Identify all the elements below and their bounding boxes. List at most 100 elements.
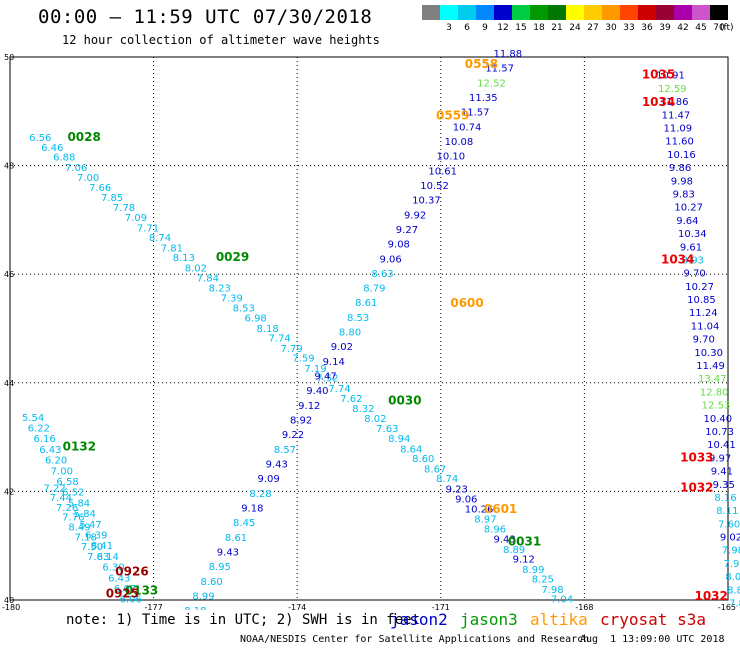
legend-swatch [530, 5, 548, 20]
data-point: 8.23 [209, 284, 231, 295]
data-point: 8.89 [503, 545, 525, 556]
data-point: 6.14 [97, 552, 119, 563]
data-point: 7.74 [328, 384, 350, 395]
data-point: 7.59 [292, 354, 314, 365]
data-point: 7.66 [89, 183, 111, 194]
data-point: 10.73 [705, 427, 734, 438]
data-point: 7.76 [62, 513, 84, 524]
data-point: 7.04 [551, 595, 573, 606]
data-point: 11.04 [691, 321, 720, 332]
data-point: 9.27 [396, 225, 418, 236]
data-point: 8.60 [201, 577, 223, 588]
data-point: 8.99 [192, 591, 214, 602]
data-point: 6.39 [85, 530, 107, 541]
data-point: 6.98 [245, 313, 267, 324]
legend-unit: (ft) [720, 23, 734, 33]
time-tag: 0029 [216, 250, 249, 264]
time-tag: 0133 [125, 584, 158, 598]
data-point: 8.06 [725, 572, 740, 583]
data-point: 9.43 [217, 547, 239, 558]
data-point: 8.99 [522, 565, 544, 576]
data-point: 7.79 [280, 344, 302, 355]
legend-label: 33 [623, 23, 635, 33]
data-point: 8.41 [91, 541, 113, 552]
data-point: 8.53 [347, 313, 369, 324]
data-point: 9.02 [331, 342, 353, 353]
legend-swatch [440, 5, 458, 20]
data-point: 9.12 [298, 401, 320, 412]
data-point: 6.88 [53, 153, 75, 164]
data-point: 10.34 [678, 229, 707, 240]
page-subtitle: 12 hour collection of altimeter wave hei… [62, 33, 380, 47]
data-point: 6.46 [41, 143, 63, 154]
data-point: 11.09 [663, 123, 692, 134]
data-point: 8.11 [716, 506, 738, 517]
data-point: 8.67 [424, 464, 446, 475]
data-point: 6.07 [114, 584, 136, 595]
data-point: 8.97 [474, 514, 496, 525]
data-point: 9.35 [713, 480, 735, 491]
data-point: 7.60 [718, 519, 740, 530]
y-tick-label: 48 [4, 162, 14, 171]
data-point: 10.41 [707, 440, 736, 451]
data-point: 7.50 [81, 542, 103, 553]
data-point: 10.26 [465, 505, 494, 516]
data-point: 7.39 [221, 293, 243, 304]
x-tick-label: -171 [432, 603, 450, 610]
data-point: 9.40 [306, 386, 328, 397]
legend-label: 45 [695, 23, 707, 33]
satellite-label: altika [530, 610, 588, 629]
data-point: 9.06 [455, 494, 477, 505]
satellite-label: jason3 [460, 610, 518, 629]
data-point: 8.28 [249, 489, 271, 500]
legend-label: 3 [446, 23, 452, 33]
time-tag: 0559 [436, 108, 469, 122]
data-point: 8.74 [436, 474, 458, 485]
data-point: 10.40 [703, 414, 732, 425]
legend-label: 36 [641, 23, 653, 33]
legend-swatch [512, 5, 530, 20]
data-point: 8.63 [371, 269, 393, 280]
legend-swatch [656, 5, 674, 20]
data-point: 8.57 [274, 445, 296, 456]
data-point: 7.00 [51, 466, 73, 477]
data-point: 7.09 [125, 213, 147, 224]
x-tick-label: -174 [288, 603, 306, 610]
data-point: 9.83 [673, 189, 695, 200]
legend-label: 30 [605, 23, 617, 33]
data-point: 8.96 [484, 525, 506, 536]
data-point: 7.84 [197, 273, 219, 284]
data-point: 8.79 [363, 284, 385, 295]
data-point: 9.12 [513, 555, 535, 566]
data-point: 11.57 [485, 64, 514, 75]
data-point: 7.81 [161, 243, 183, 254]
data-point: 9.47 [314, 372, 336, 383]
legend-label: 18 [533, 23, 545, 33]
data-point: 11.57 [461, 108, 490, 119]
data-point: 10.10 [436, 152, 465, 163]
legend-swatch [638, 5, 656, 20]
data-point: 6.56 [29, 133, 51, 144]
data-point: 8.02 [185, 263, 207, 274]
data-point: 7.98 [724, 559, 740, 570]
data-point: 7.98 [541, 585, 563, 596]
y-tick-label: 42 [4, 487, 14, 496]
data-point: 8.61 [225, 533, 247, 544]
data-point: 7.71 [137, 223, 159, 234]
data-point: 8.45 [233, 518, 255, 529]
data-point: 9.98 [671, 176, 693, 187]
data-point: 5.84 [74, 509, 96, 520]
data-point: 9.43 [266, 460, 288, 471]
timestamp-text: Aug 1 13:09:00 UTC 2018 [580, 634, 725, 645]
data-point: 9.64 [676, 216, 698, 227]
legend-swatch [566, 5, 584, 20]
data-point: 6.43 [39, 445, 61, 456]
wave-height-chart: -180 -177 -174 -171 -168 -165 40 42 44 46 48 50 6.56… [2, 49, 740, 610]
satellite-legend: jason2 jason3 altika cryosat s3a [0, 610, 740, 632]
data-point: 9.09 [257, 474, 279, 485]
data-point: 8.32 [352, 404, 374, 415]
x-tick-label: -177 [145, 603, 163, 610]
data-point: 10.16 [667, 150, 696, 161]
time-tag: 0028 [67, 130, 100, 144]
data-point: 7.06 [65, 163, 87, 174]
